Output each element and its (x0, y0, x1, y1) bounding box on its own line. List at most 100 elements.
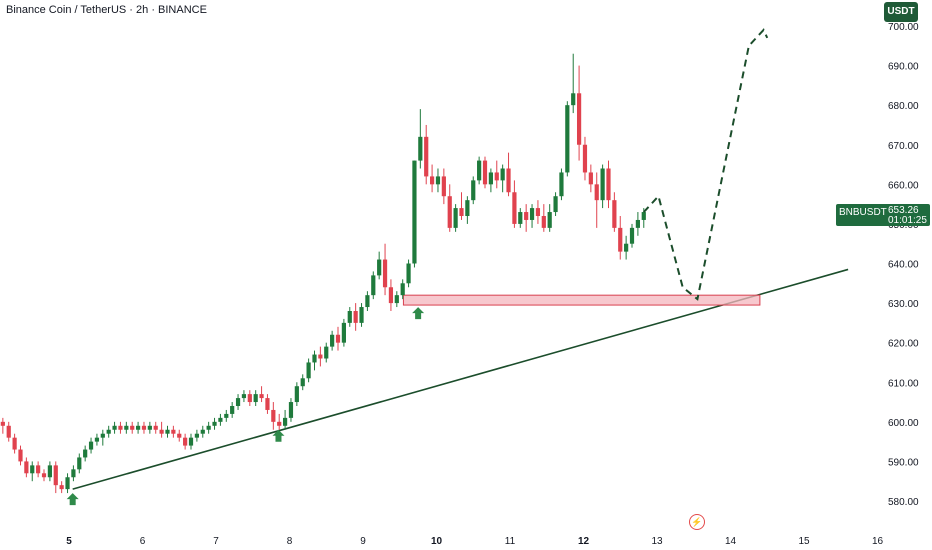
candle (400, 279, 405, 300)
candle (6, 421, 11, 442)
candle-body (106, 429, 111, 434)
candle-body (218, 417, 223, 422)
candle-body (400, 283, 405, 296)
y-tick-label: 600.00 (888, 418, 919, 429)
y-tick-label: 680.00 (888, 101, 919, 112)
candle (94, 433, 100, 446)
candle (265, 394, 270, 414)
candle (335, 326, 341, 351)
y-tick-label: 590.00 (888, 457, 919, 468)
candle (353, 303, 358, 331)
price-axis[interactable]: 580.00 590.00 600.00 610.00 620.00 630.00 640.… (888, 22, 919, 508)
candle-body (412, 160, 417, 264)
candle (24, 457, 29, 478)
candle (118, 421, 123, 434)
candle (312, 350, 317, 371)
candle (12, 433, 17, 454)
y-tick-label: 690.00 (888, 62, 919, 73)
candle-body (494, 172, 499, 181)
trendline-segment (72, 268, 849, 490)
candle (65, 473, 70, 494)
candle-body (318, 354, 323, 359)
candle (282, 409, 288, 430)
candle (206, 421, 211, 434)
candle (518, 208, 523, 228)
candle (183, 433, 188, 450)
candle (394, 291, 399, 308)
candle-body (594, 184, 599, 201)
candle-body (253, 394, 258, 403)
last-price-tag: BNBUSDT 653.26 01:01:25 (836, 204, 930, 226)
candle-body (65, 477, 70, 490)
candle-body (477, 160, 482, 181)
candle-body (406, 263, 411, 284)
candle-body (365, 295, 370, 308)
last-price-value: 653.26 (888, 205, 919, 216)
x-tick-label: 9 (360, 536, 366, 547)
candle-body (641, 212, 646, 220)
candle-body (135, 425, 141, 430)
candle-body (324, 346, 329, 359)
candle (588, 164, 593, 193)
candle (59, 481, 64, 494)
candle (429, 164, 435, 193)
candle (629, 223, 635, 248)
candle (465, 196, 470, 224)
y-tick-label: 580.00 (888, 497, 919, 508)
candle-body (518, 212, 523, 224)
currency-button[interactable]: USDT (884, 2, 918, 22)
candle-body (335, 334, 341, 343)
x-tick-label: 15 (798, 536, 810, 547)
candle-body (230, 406, 235, 414)
demand-zone[interactable] (402, 294, 761, 306)
candle-body (582, 144, 588, 173)
candle-body (47, 465, 52, 478)
candle-body (183, 437, 188, 446)
x-tick-label: 12 (578, 536, 590, 547)
candle (77, 453, 82, 474)
lightning-icon[interactable]: ⚡ (689, 514, 705, 530)
projection-path[interactable] (643, 28, 769, 301)
candle (435, 168, 441, 193)
candle (541, 204, 546, 232)
candle (547, 204, 552, 232)
x-tick-label: 10 (431, 536, 443, 547)
candle-body (235, 398, 241, 406)
candle-body (53, 465, 58, 486)
candle (230, 402, 235, 418)
chart-title: Binance Coin / TetherUS · 2h · BINANCE (6, 4, 207, 16)
candle-body (100, 433, 105, 438)
candle-body (224, 413, 229, 418)
candle (441, 168, 446, 205)
candle (382, 243, 388, 296)
time-axis[interactable]: 5 6 7 8 9 10 11 12 13 14 15 16 (66, 536, 883, 547)
candle-body (524, 212, 529, 220)
candle-body (559, 172, 564, 197)
candle (471, 176, 476, 205)
candle-body (359, 307, 364, 323)
candle-body (512, 192, 517, 224)
candle-body (24, 461, 29, 474)
candle (247, 390, 252, 406)
candle-body (94, 437, 100, 442)
candle-body (588, 172, 593, 185)
candle-body (124, 425, 129, 430)
candle (253, 390, 258, 406)
symbol-label: BNBUSDT (839, 207, 887, 218)
candle (406, 259, 411, 288)
candle-body (424, 136, 429, 177)
candle (600, 164, 605, 209)
candle (524, 204, 529, 232)
support-trendline[interactable] (72, 268, 849, 490)
up-arrow-icon (412, 307, 425, 320)
candle (488, 168, 493, 193)
candle-body (0, 421, 5, 426)
candle-body (141, 425, 147, 430)
candle-body (341, 322, 346, 343)
candles (0, 53, 646, 494)
candle (330, 330, 335, 351)
candle (41, 469, 47, 482)
candle (306, 358, 311, 383)
y-tick-label: 620.00 (888, 339, 919, 350)
